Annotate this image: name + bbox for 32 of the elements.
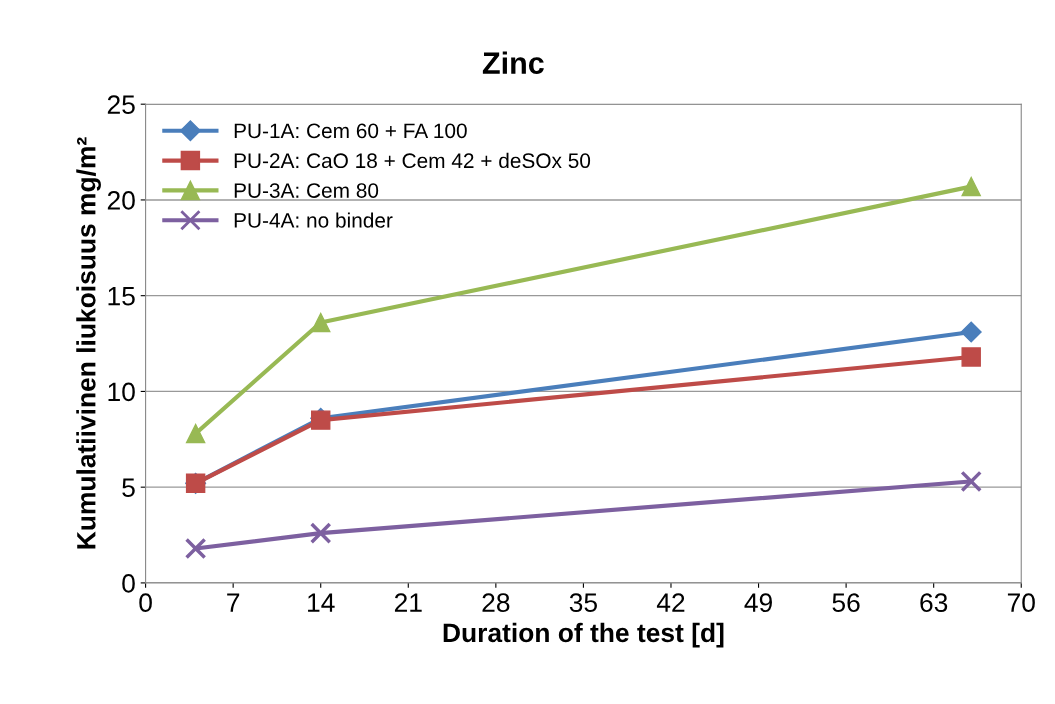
y-tick-label: 10 (108, 382, 135, 402)
y-tick-label: 20 (107, 191, 135, 210)
legend-label: PU-4A: no binder (234, 212, 393, 228)
y-tick-label: 5 (122, 478, 135, 497)
chart-title: Zinc (482, 51, 544, 74)
point (961, 176, 981, 197)
point (309, 522, 332, 544)
x-tick-label: 21 (394, 593, 422, 612)
x-tick-label: 35 (569, 593, 597, 613)
x-tick-label: 63 (920, 593, 948, 613)
y-tick-label: 15 (108, 287, 135, 306)
x-tick-label: 49 (744, 593, 772, 613)
legend-label: PU-3A: Cem 80 (234, 183, 379, 198)
legend-label: PU-1A: Cem 60 + FA 100 (234, 123, 467, 139)
x-tick-label: 14 (308, 593, 335, 612)
x-tick-label: 28 (482, 593, 510, 613)
legend-label: PU-2A: CaO 18 + Cem 42 + deSOx 50 (234, 152, 591, 169)
point (960, 321, 982, 343)
x-tick-label: 7 (227, 593, 240, 612)
y-tick-label: 25 (107, 95, 135, 115)
point (310, 312, 331, 333)
x-tick-label: 70 (1007, 593, 1035, 613)
x-tick-label: 42 (656, 593, 685, 612)
x-tick-label: 56 (832, 593, 860, 613)
x-axis-title: Duration of the test [d] (443, 622, 724, 648)
x-tick-label: 0 (139, 593, 152, 613)
point (185, 423, 206, 444)
y-axis-title: Kumulatiivinen liukoisuus mg/m² (76, 137, 101, 549)
point (961, 347, 981, 367)
point (960, 470, 982, 493)
y-tick-label: 0 (122, 574, 135, 593)
point (184, 537, 207, 560)
